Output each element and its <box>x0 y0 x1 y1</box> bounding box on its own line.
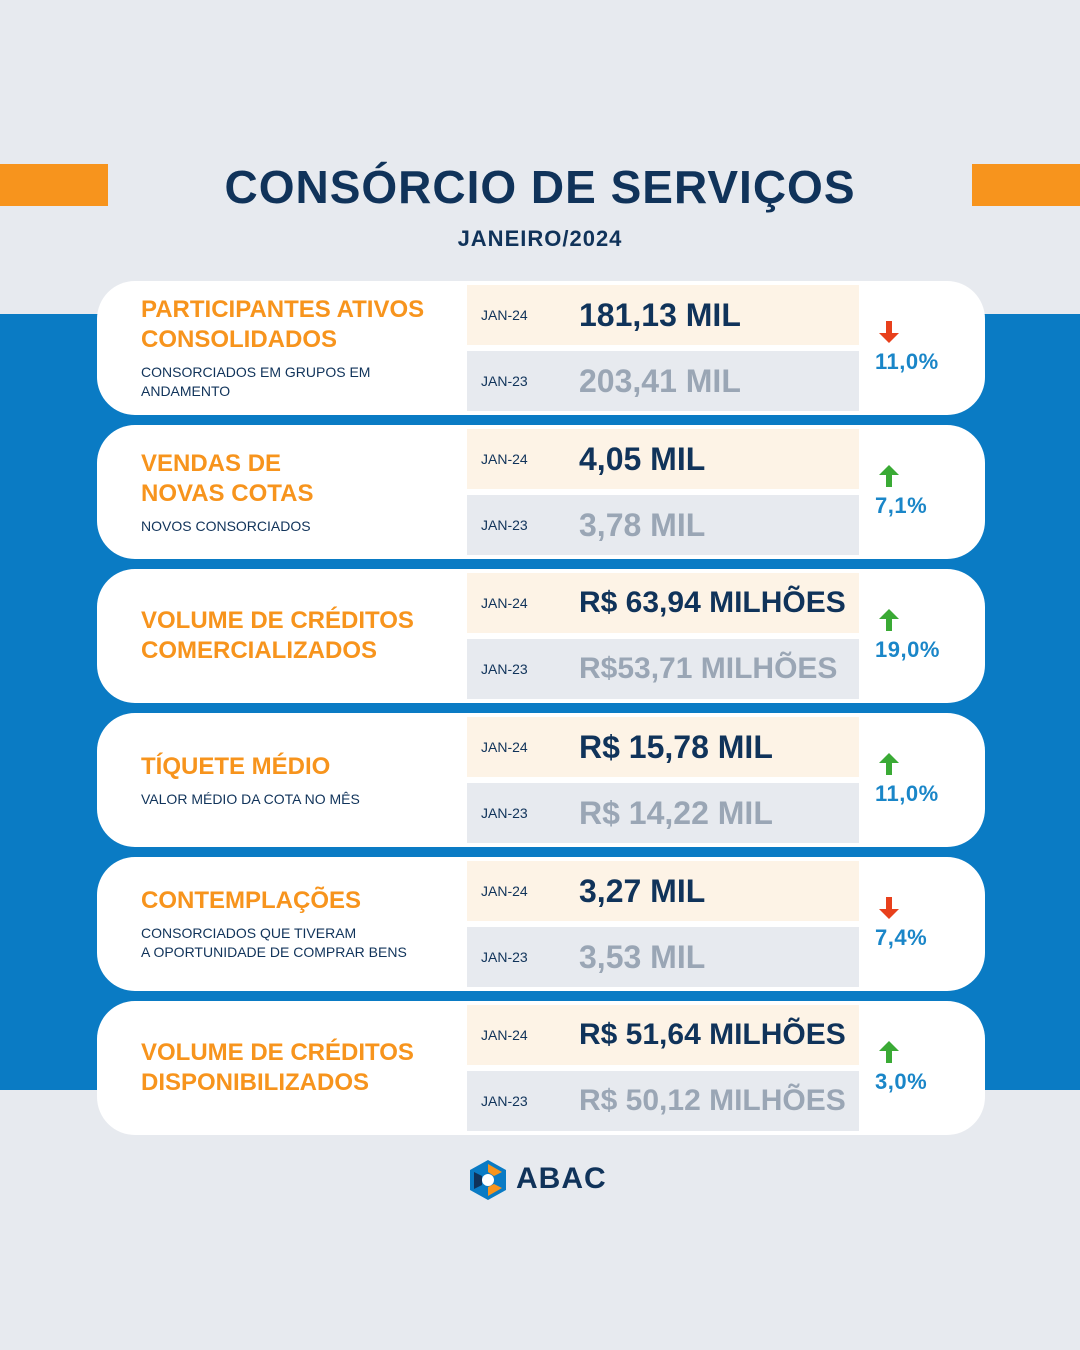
arrow-up-icon <box>879 1041 899 1063</box>
abac-logo-icon <box>470 1160 506 1200</box>
metric-card: VOLUME DE CRÉDITOS COMERCIALIZADOS JAN-2… <box>97 569 985 703</box>
current-period-row: JAN-24 4,05 MIL <box>467 429 859 489</box>
previous-period-label: JAN-23 <box>481 373 528 389</box>
previous-period-value: R$ 14,22 MIL <box>579 795 773 831</box>
current-period-value: R$ 51,64 MILHÕES <box>579 1018 846 1051</box>
previous-period-label: JAN-23 <box>481 949 528 965</box>
previous-period-row: JAN-23 R$ 14,22 MIL <box>467 783 859 843</box>
metric-title: TÍQUETE MÉDIO <box>141 752 331 780</box>
arrow-up-icon <box>879 753 899 775</box>
previous-period-label: JAN-23 <box>481 1093 528 1109</box>
change-percent: 11,0% <box>875 349 939 374</box>
change-percent: 19,0% <box>875 637 940 662</box>
arrow-down-icon <box>879 897 899 919</box>
abac-logo: ABAC <box>466 1158 616 1204</box>
previous-period-label: JAN-23 <box>481 517 528 533</box>
metric-title: VOLUME DE CRÉDITOS COMERCIALIZADOS <box>141 607 414 664</box>
metric-card: CONTEMPLAÇÕES CONSORCIADOS QUE TIVERAM A… <box>97 857 985 991</box>
previous-period-row: JAN-23 3,78 MIL <box>467 495 859 555</box>
current-period-row: JAN-24 R$ 51,64 MILHÕES <box>467 1005 859 1065</box>
logo-text: ABAC <box>516 1162 607 1195</box>
metric-label-block: VENDAS DE NOVAS COTAS NOVOS CONSORCIADOS <box>141 425 461 559</box>
current-period-value: 181,13 MIL <box>579 297 741 333</box>
change-indicator: 19,0% <box>867 569 977 703</box>
current-period-value: 3,27 MIL <box>579 873 706 909</box>
change-indicator: 11,0% <box>867 713 977 847</box>
metric-card: VOLUME DE CRÉDITOS DISPONIBILIZADOS JAN-… <box>97 1001 985 1135</box>
previous-period-value: 3,78 MIL <box>579 507 706 543</box>
previous-period-row: JAN-23 R$53,71 MILHÕES <box>467 639 859 699</box>
current-period-value: 4,05 MIL <box>579 441 706 477</box>
previous-period-value: R$ 50,12 MILHÕES <box>579 1084 846 1117</box>
orange-accent-bar-right <box>972 164 1080 206</box>
metric-description: NOVOS CONSORCIADOS <box>141 517 311 534</box>
previous-period-row: JAN-23 R$ 50,12 MILHÕES <box>467 1071 859 1131</box>
current-period-label: JAN-24 <box>481 451 528 467</box>
metric-description: CONSORCIADOS QUE TIVERAM A OPORTUNIDADE … <box>141 925 407 960</box>
metric-label-block: CONTEMPLAÇÕES CONSORCIADOS QUE TIVERAM A… <box>141 857 461 991</box>
metric-card: TÍQUETE MÉDIO VALOR MÉDIO DA COTA NO MÊS… <box>97 713 985 847</box>
change-indicator: 11,0% <box>867 281 977 415</box>
current-period-value: R$ 63,94 MILHÕES <box>579 586 846 619</box>
change-percent: 7,1% <box>875 493 928 518</box>
metric-label-block: TÍQUETE MÉDIO VALOR MÉDIO DA COTA NO MÊS <box>141 713 461 847</box>
previous-period-row: JAN-23 203,41 MIL <box>467 351 859 411</box>
previous-period-value: 3,53 MIL <box>579 939 706 975</box>
current-period-row: JAN-24 181,13 MIL <box>467 285 859 345</box>
current-period-label: JAN-24 <box>481 883 528 899</box>
arrow-down-icon <box>879 321 899 343</box>
metric-card: VENDAS DE NOVAS COTAS NOVOS CONSORCIADOS… <box>97 425 985 559</box>
current-period-row: JAN-24 3,27 MIL <box>467 861 859 921</box>
previous-period-value: 203,41 MIL <box>579 363 741 399</box>
page-title: CONSÓRCIO DE SERVIÇOS <box>224 161 856 213</box>
previous-period-row: JAN-23 3,53 MIL <box>467 927 859 987</box>
arrow-up-icon <box>879 465 899 487</box>
page-subtitle: JANEIRO/2024 <box>457 226 623 251</box>
current-period-value: R$ 15,78 MIL <box>579 729 773 765</box>
metric-label-block: PARTICIPANTES ATIVOS CONSOLIDADOS CONSOR… <box>141 281 461 415</box>
metric-title: PARTICIPANTES ATIVOS CONSOLIDADOS <box>141 296 425 353</box>
previous-period-label: JAN-23 <box>481 805 528 821</box>
metric-title: VENDAS DE NOVAS COTAS <box>141 449 314 507</box>
current-period-label: JAN-24 <box>481 595 528 611</box>
previous-period-value: R$53,71 MILHÕES <box>579 652 838 685</box>
change-indicator: 3,0% <box>867 1001 977 1135</box>
change-percent: 11,0% <box>875 781 939 806</box>
current-period-label: JAN-24 <box>481 1027 528 1043</box>
current-period-label: JAN-24 <box>481 739 528 755</box>
metric-description: VALOR MÉDIO DA COTA NO MÊS <box>141 790 360 807</box>
arrow-up-icon <box>879 609 899 631</box>
orange-accent-bar-left <box>0 164 108 206</box>
current-period-label: JAN-24 <box>481 307 528 323</box>
change-percent: 7,4% <box>875 925 928 950</box>
metric-card: PARTICIPANTES ATIVOS CONSOLIDADOS CONSOR… <box>97 281 985 415</box>
metric-label-block: VOLUME DE CRÉDITOS DISPONIBILIZADOS <box>141 1001 461 1135</box>
change-indicator: 7,4% <box>867 857 977 991</box>
previous-period-label: JAN-23 <box>481 661 528 677</box>
change-percent: 3,0% <box>875 1069 928 1094</box>
current-period-row: JAN-24 R$ 15,78 MIL <box>467 717 859 777</box>
metric-title: CONTEMPLAÇÕES <box>141 887 362 914</box>
metric-title: VOLUME DE CRÉDITOS DISPONIBILIZADOS <box>141 1039 414 1096</box>
change-indicator: 7,1% <box>867 425 977 559</box>
metric-label-block: VOLUME DE CRÉDITOS COMERCIALIZADOS <box>141 569 461 703</box>
metric-description: CONSORCIADOS EM GRUPOS EM ANDAMENTO <box>141 364 371 399</box>
current-period-row: JAN-24 R$ 63,94 MILHÕES <box>467 573 859 633</box>
